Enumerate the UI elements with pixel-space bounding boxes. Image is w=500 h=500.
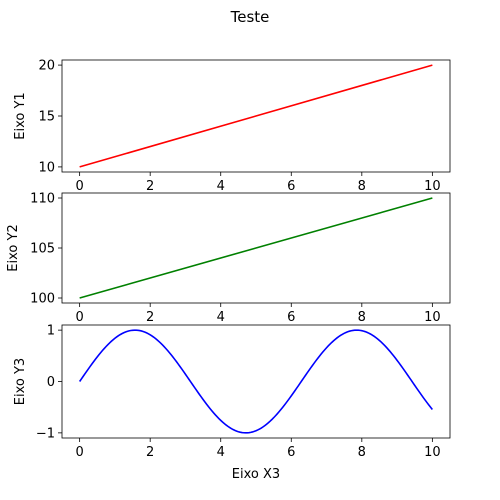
y-tick-label: 0 xyxy=(47,375,55,390)
y-tick-label: 10 xyxy=(38,160,55,175)
figure-title: Teste xyxy=(230,8,270,26)
y-tick-label: 15 xyxy=(38,110,55,125)
y-tick-label: −1 xyxy=(36,426,55,441)
x-tick-label: 8 xyxy=(358,179,366,194)
x-tick-label: 4 xyxy=(217,310,225,325)
series-line xyxy=(79,197,433,299)
x-tick-label: 10 xyxy=(424,179,441,194)
series-line xyxy=(78,329,433,434)
y-axis-label: Eixo Y2 xyxy=(6,224,21,271)
x-axis-label: Eixo X3 xyxy=(232,467,280,482)
x-tick-label: 6 xyxy=(287,445,295,460)
x-tick-label: 8 xyxy=(358,445,366,460)
y-axis-label: Eixo Y1 xyxy=(13,92,28,139)
x-tick-label: 0 xyxy=(75,445,83,460)
x-tick-label: 6 xyxy=(287,310,295,325)
y-tick-label: 20 xyxy=(38,59,55,74)
y-tick-label: 105 xyxy=(30,242,55,257)
subplot-3: 0 2 4 6 8 10 −1 0 1 Eixo Y3 Eixo X3 xyxy=(13,324,451,482)
x-tick-label: 6 xyxy=(287,179,295,194)
series-line xyxy=(79,64,433,168)
x-tick-label: 8 xyxy=(358,310,366,325)
x-tick-label: 0 xyxy=(75,179,83,194)
x-tick-label: 10 xyxy=(424,445,441,460)
y-tick-label: 1 xyxy=(47,324,55,339)
x-tick-label: 0 xyxy=(75,310,83,325)
x-tick-label: 2 xyxy=(146,445,154,460)
subplot-1: 0 2 4 6 8 10 10 15 20 Eixo Y1 xyxy=(13,59,451,194)
x-tick-label: 10 xyxy=(424,310,441,325)
subplot-2: 0 2 4 6 8 10 100 105 110 Eixo Y2 xyxy=(6,192,451,325)
y-tick-label: 100 xyxy=(30,292,55,307)
x-tick-label: 4 xyxy=(217,179,225,194)
y-tick-label: 110 xyxy=(30,192,55,207)
y-axis-label: Eixo Y3 xyxy=(13,358,28,405)
x-tick-label: 2 xyxy=(146,310,154,325)
x-tick-label: 2 xyxy=(146,179,154,194)
x-tick-label: 4 xyxy=(217,445,225,460)
